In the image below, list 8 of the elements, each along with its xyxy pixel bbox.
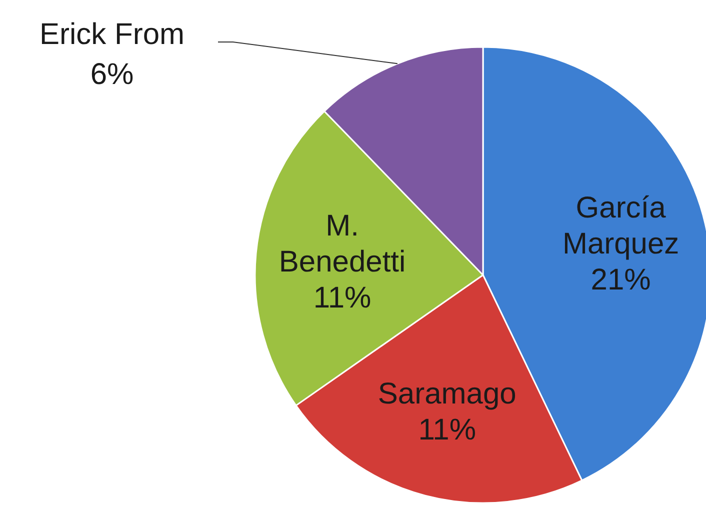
data-label: 11% [313,280,372,314]
slice-label: Saramago [378,377,516,410]
data-label: 11% [418,413,476,446]
slice-label: Erick From [40,18,184,50]
slice-label: M. Benedetti [278,208,406,278]
slice-label: García Marquez [562,191,680,260]
data-label: 21% [590,263,651,296]
data-label: 6% [90,58,134,90]
